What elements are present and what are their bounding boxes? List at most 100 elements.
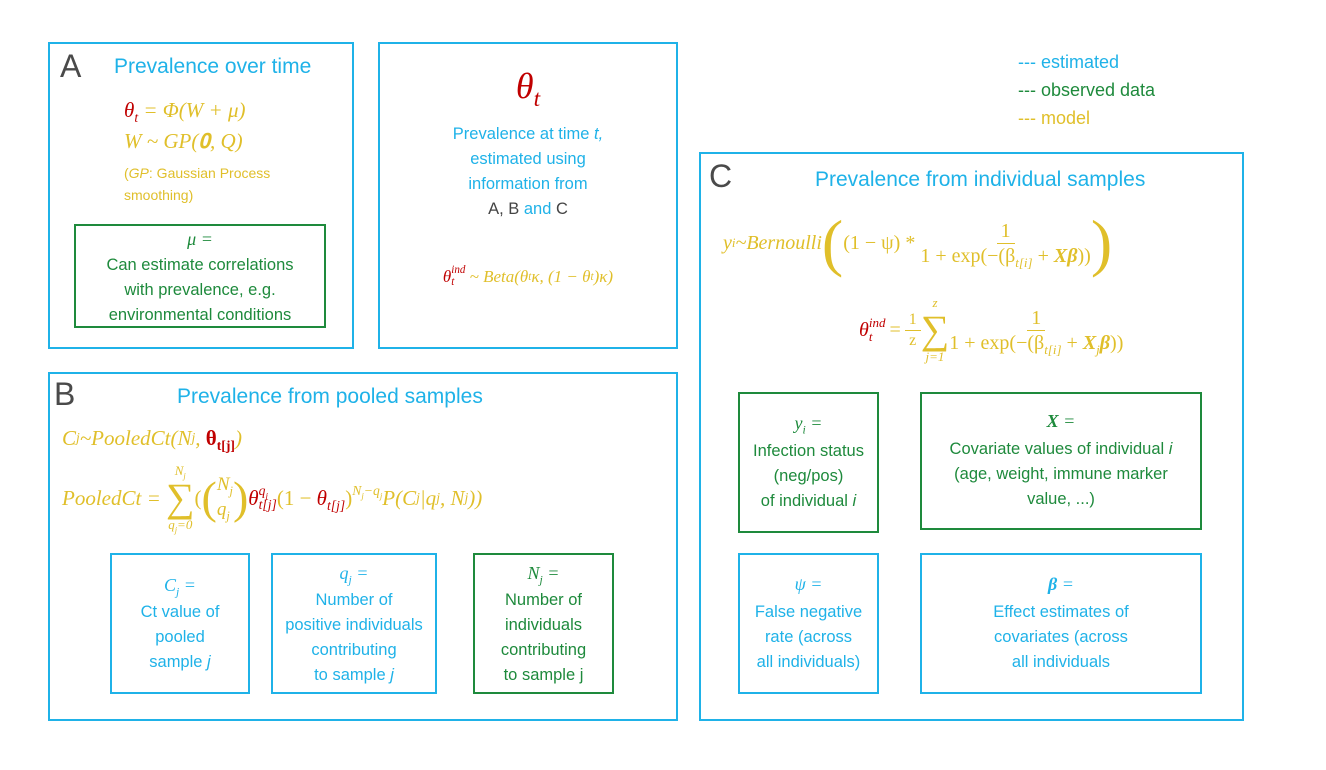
nj-box: Nj = Number of individuals contributing …	[473, 553, 614, 694]
box-symbol: qj =	[273, 561, 435, 586]
eq-text: , N	[439, 485, 465, 510]
box-line: all individuals)	[756, 653, 861, 671]
sum-operator: z ∑ j=1	[920, 294, 950, 364]
equals: =	[351, 563, 369, 583]
line-text: to sample	[314, 666, 391, 684]
panel-letter: B	[54, 376, 76, 412]
box-symbol: yi =	[740, 411, 877, 436]
denominator: 1 + exp(−(β	[949, 331, 1045, 354]
box-symbol: ψ =	[740, 572, 877, 597]
box-line: Number of	[504, 591, 583, 609]
line-italic: j	[207, 653, 211, 671]
sum-bottom: =0	[177, 517, 193, 532]
source-ab: A, B	[488, 200, 520, 218]
theta-sub: t	[451, 276, 455, 288]
den-text: +	[1032, 244, 1054, 267]
theta-subscript: t	[134, 109, 139, 125]
box-line: rate (across	[764, 628, 853, 646]
theta-symbol: θ	[124, 97, 135, 122]
box-line: contributing	[500, 641, 587, 659]
theta-desc-line: Prevalence at time t,	[380, 122, 676, 147]
numerator: 1	[1027, 306, 1046, 331]
box-line: Covariate values of individual i	[922, 437, 1200, 462]
beta-text: κ, (1 − θ	[531, 267, 591, 286]
note-line2: smoothing)	[124, 187, 194, 203]
panel-a: A Prevalence over time θt = Φ(W + μ) W ~…	[48, 42, 354, 349]
eq-text: )	[234, 425, 242, 450]
desc-t: t,	[594, 125, 604, 143]
mu-line: Can estimate correlations	[106, 256, 294, 274]
eq-text: |q	[419, 485, 437, 510]
box-line: Effect estimates of	[993, 603, 1129, 621]
symbol: C	[164, 575, 177, 595]
box-symbol: Nj =	[475, 561, 612, 586]
box-line: to sample j	[273, 663, 435, 688]
equals: =	[179, 575, 196, 595]
mu-box: μ = Can estimate correlations with preva…	[74, 224, 326, 328]
panel-title: Prevalence over time	[114, 55, 312, 78]
theta-symbol: θ	[859, 318, 869, 341]
box-line: sample j	[112, 650, 248, 675]
equals: =	[805, 413, 823, 433]
theta-sources: A, B and C	[380, 197, 676, 222]
box-line: of individual i	[740, 489, 877, 514]
den-bold: β	[1099, 331, 1111, 354]
eq-text: ~PooledCt(N	[79, 425, 192, 450]
box-symbol: Cj =	[112, 573, 248, 598]
source-c: C	[555, 200, 568, 218]
sum-operator: Nj ∑ qj=0	[166, 462, 195, 535]
box-symbol: β =	[922, 572, 1200, 597]
symbol-sub: j	[539, 573, 543, 587]
theta-sub: t[j]	[216, 437, 235, 453]
box-line: contributing	[311, 641, 397, 659]
panel-title: Prevalence from pooled samples	[177, 385, 483, 408]
x-box: X = Covariate values of individual i (ag…	[920, 392, 1202, 530]
eq-text: y	[723, 231, 732, 254]
beta-equation: θ ind t ~ Beta(θ t κ, (1 − θ t)κ)	[442, 264, 614, 288]
den-text: ))	[1110, 331, 1124, 354]
theta-sup: ind	[451, 264, 466, 277]
den-sub: t[i]	[1044, 341, 1062, 357]
equals: =	[542, 563, 560, 583]
sum-bottom: q	[168, 517, 175, 532]
equals: =	[1057, 574, 1074, 594]
den-text: +	[1061, 331, 1083, 354]
box-line: all individuals	[1011, 653, 1111, 671]
box-line: positive individuals	[285, 616, 423, 634]
symbol: X	[1046, 411, 1059, 431]
mu-symbol: μ =	[187, 229, 213, 249]
box-line: (age, weight, immune marker	[954, 465, 1168, 483]
symbol: N	[527, 563, 540, 583]
eq-text: C	[62, 425, 77, 450]
mu-line: with prevalence, e.g.	[124, 281, 276, 299]
panel-title: Prevalence from individual samples	[815, 168, 1146, 191]
den-bold: X	[1082, 331, 1097, 354]
theta-desc-line: information from	[468, 175, 588, 193]
note-paren: (	[124, 165, 129, 181]
symbol: β	[1048, 574, 1058, 594]
beta-box: β = Effect estimates of covariates (acro…	[920, 553, 1202, 694]
panel-letter: A	[60, 48, 82, 84]
theta-desc-line: estimated using	[470, 150, 586, 168]
line-italic: j	[390, 666, 394, 684]
den-sub: t[i]	[1015, 254, 1033, 270]
denominator: z	[909, 331, 917, 349]
legend-estimated: --- estimated	[1018, 52, 1120, 72]
qj-box: qj = Number of positive individuals cont…	[271, 553, 437, 694]
numerator: 1	[996, 219, 1015, 244]
mu-line: environmental conditions	[108, 306, 292, 324]
eq-text: ,	[195, 425, 206, 450]
cj-box: Cj = Ct value of pooled sample j	[110, 553, 250, 694]
equation-gp: W ~ GP(𝟎, Q)	[124, 129, 243, 153]
theta-symbol: θ	[205, 425, 217, 450]
source-and: and	[519, 200, 556, 218]
line-text: Covariate values of individual	[949, 440, 1169, 458]
beta-text: )κ)	[593, 267, 614, 286]
line-text: of individual	[760, 492, 853, 510]
desc-text: Prevalence at time	[452, 125, 595, 143]
